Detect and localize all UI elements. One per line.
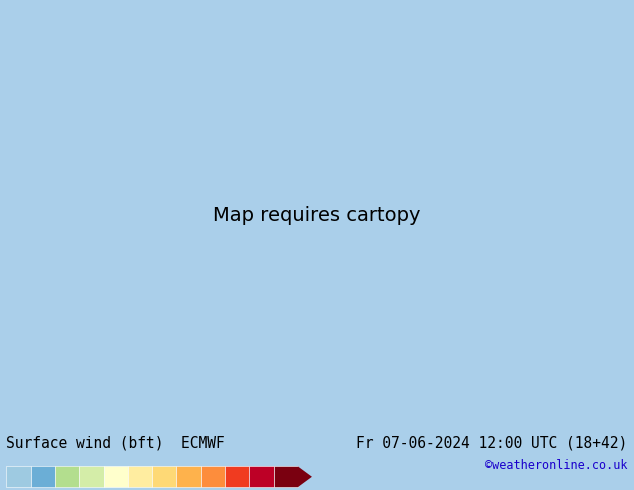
Bar [79,466,103,487]
Text: Fr 07-06-2024 12:00 UTC (18+42): Fr 07-06-2024 12:00 UTC (18+42) [356,436,628,451]
Bar [225,466,249,487]
Polygon shape [298,466,312,487]
Text: Map requires cartopy: Map requires cartopy [213,206,421,225]
Text: ©weatheronline.co.uk: ©weatheronline.co.uk [485,459,628,472]
Bar [201,466,225,487]
Text: Surface wind (bft)  ECMWF: Surface wind (bft) ECMWF [6,436,225,451]
Bar [176,466,201,487]
Bar [103,466,128,487]
Bar [249,466,274,487]
Bar [6,466,30,487]
Bar [152,466,176,487]
Bar [128,466,152,487]
Bar [30,466,55,487]
Bar [274,466,298,487]
Bar [55,466,79,487]
